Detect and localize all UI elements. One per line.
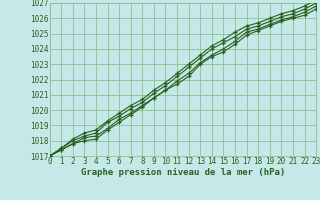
X-axis label: Graphe pression niveau de la mer (hPa): Graphe pression niveau de la mer (hPa)	[81, 168, 285, 177]
